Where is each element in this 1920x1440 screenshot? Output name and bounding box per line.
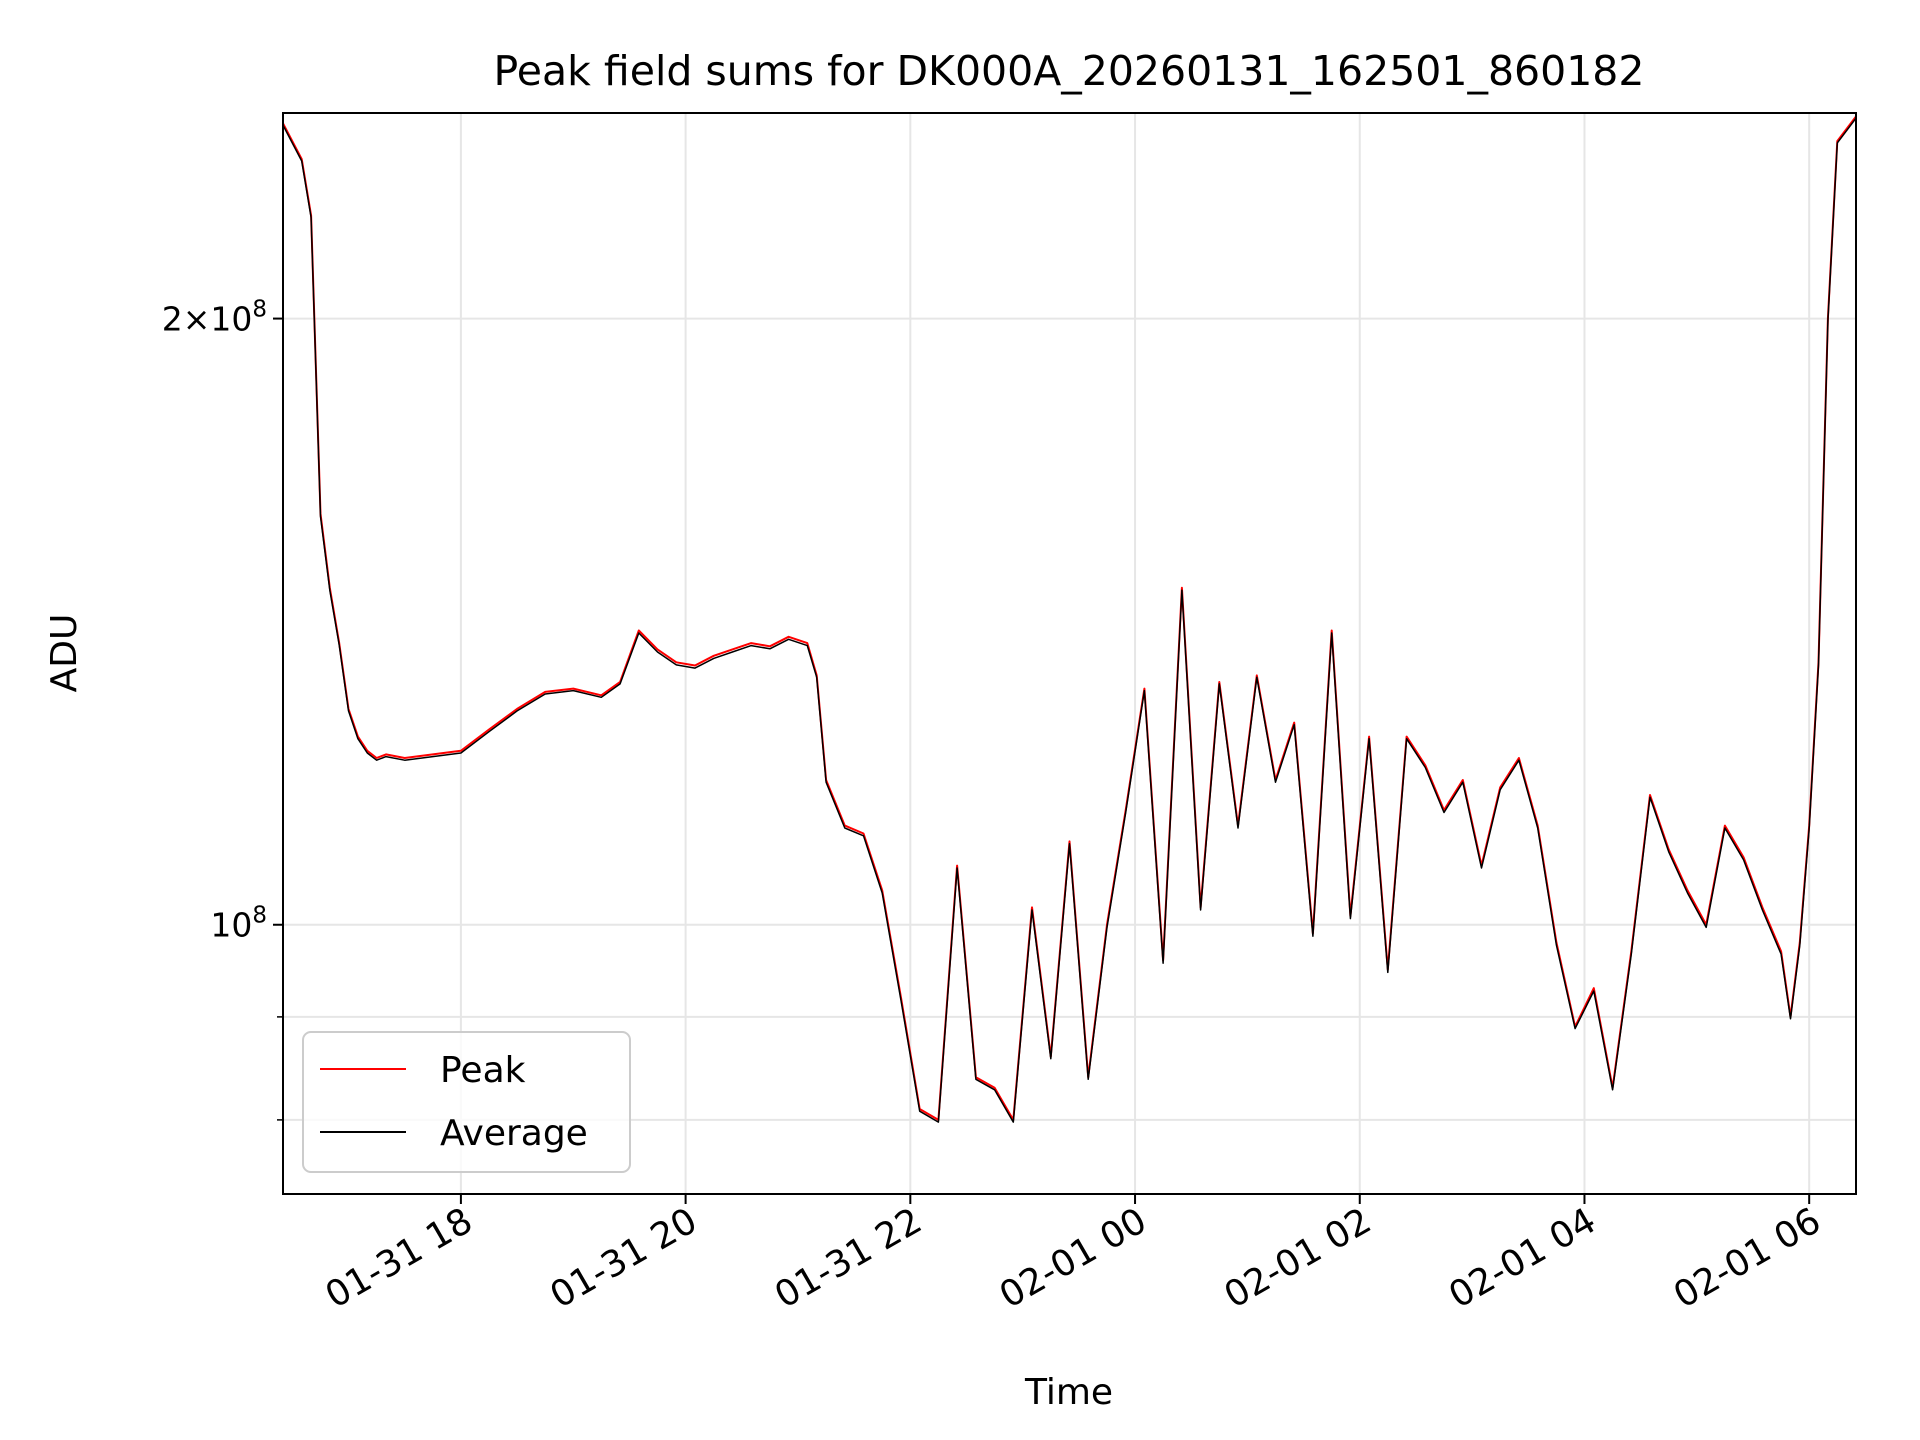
legend: Peak Average [302, 1031, 631, 1173]
series-lines [282, 115, 1857, 1123]
x-axis-label: Time [1024, 1372, 1113, 1413]
legend-label-average: Average [440, 1113, 588, 1154]
legend-box [302, 1031, 631, 1173]
y-axis-label: ADU [44, 614, 85, 693]
chart-title: Peak field sums for DK000A_20260131_1625… [494, 47, 1645, 95]
grid-lines [283, 113, 1856, 1194]
y-tick-label: 2×108 [162, 297, 267, 339]
series-line-average [282, 117, 1857, 1123]
y-axis: 108 2×108 [162, 297, 283, 1121]
plot-area [282, 112, 1857, 1195]
axes-frame [282, 112, 1857, 1195]
y-tick-label: 108 [210, 903, 267, 945]
legend-label-peak: Peak [440, 1050, 526, 1091]
